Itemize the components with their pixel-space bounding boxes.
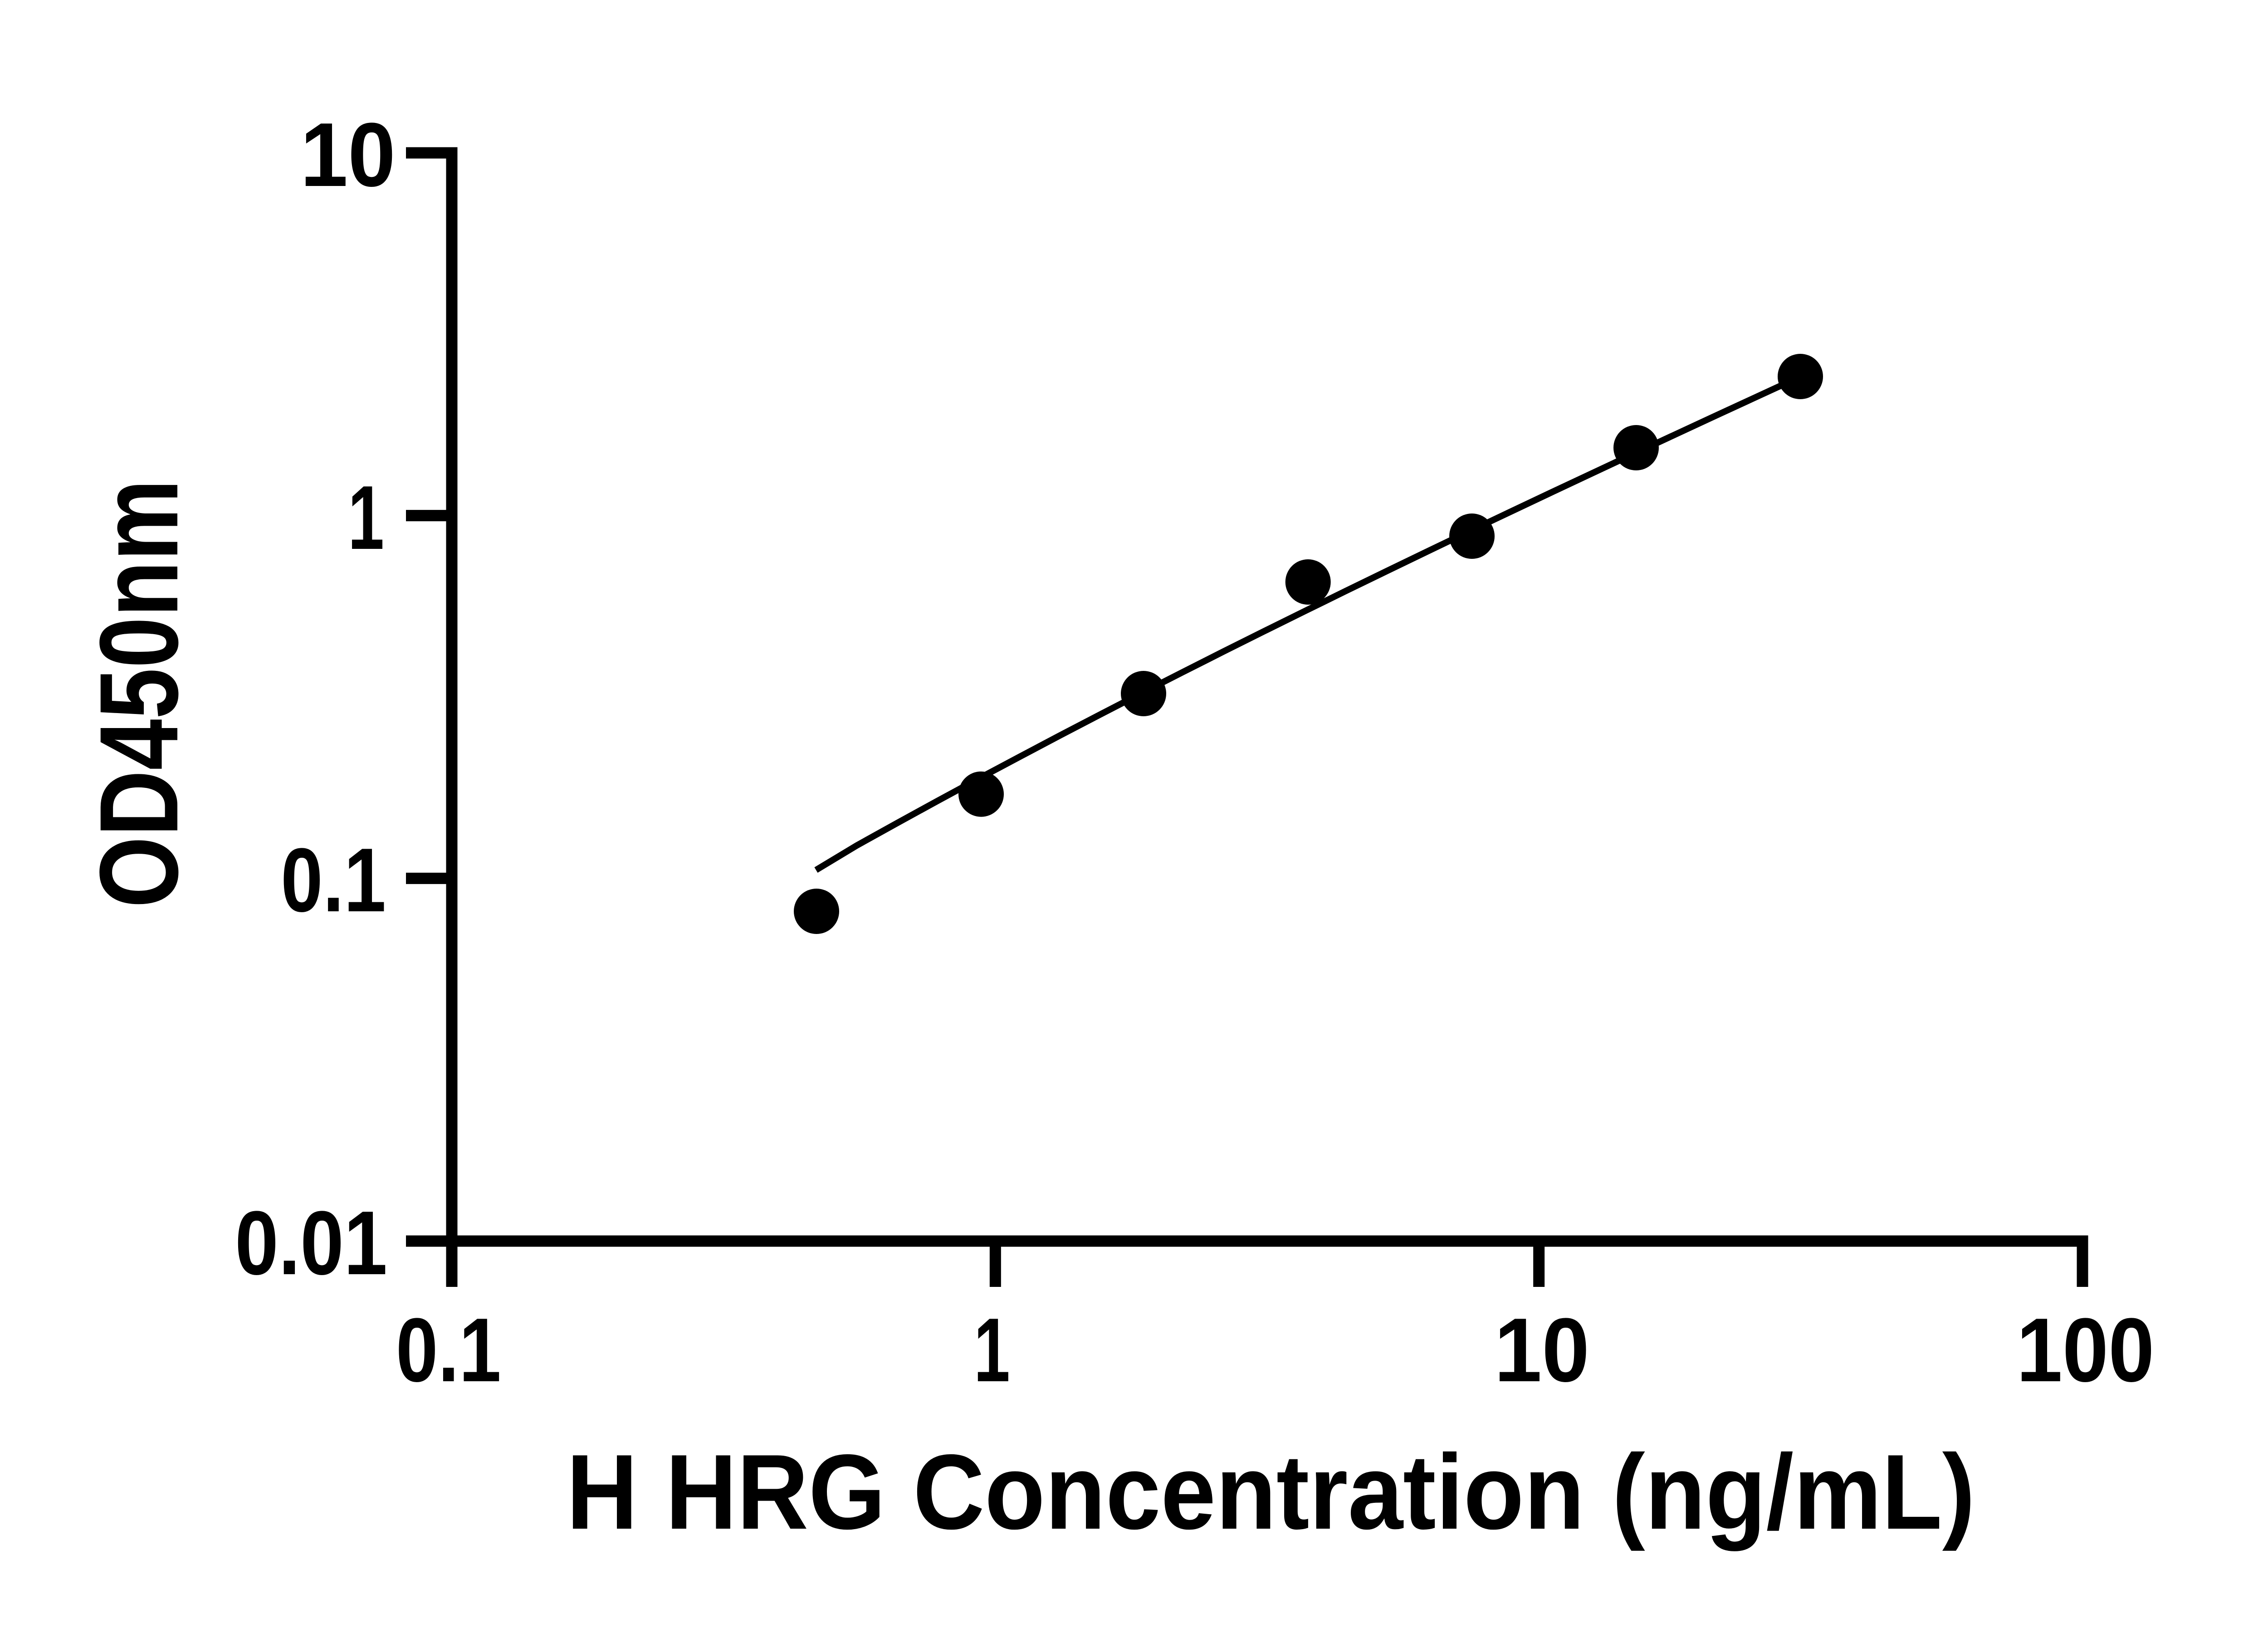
- svg-text:1: 1: [348, 467, 384, 568]
- svg-text:OD450nm: OD450nm: [77, 479, 201, 908]
- svg-text:10: 10: [300, 104, 396, 205]
- svg-text:0.01: 0.01: [235, 1193, 387, 1294]
- svg-text:H HRG Concentration (ng/mL): H HRG Concentration (ng/mL): [567, 1432, 1975, 1551]
- svg-text:100: 100: [2017, 1300, 2155, 1401]
- svg-text:0.1: 0.1: [396, 1300, 501, 1401]
- svg-text:10: 10: [1494, 1300, 1589, 1401]
- svg-text:0.1: 0.1: [281, 830, 386, 931]
- svg-text:1: 1: [974, 1300, 1010, 1401]
